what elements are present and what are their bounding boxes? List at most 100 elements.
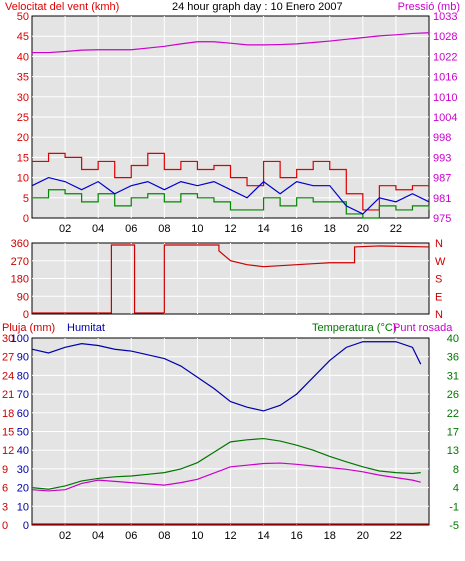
humidity-axis-tick: 20 <box>17 483 29 495</box>
pressure-axis-tick: 1010 <box>433 92 457 104</box>
wind-axis-tick: 40 <box>17 51 29 63</box>
wind-min-line <box>32 189 430 219</box>
humidity-axis-tick: 30 <box>17 464 29 476</box>
pressure-axis-tick: 981 <box>433 193 451 205</box>
humidity-axis-tick: 60 <box>17 408 29 420</box>
temperature-line <box>31 437 421 490</box>
temperature-axis-tick: 26 <box>447 389 459 401</box>
pressure-axis-tick: 987 <box>433 173 451 185</box>
pressure-line <box>32 32 430 54</box>
humidity-label: Humitat <box>67 322 105 334</box>
wind-axis-tick: 30 <box>17 92 29 104</box>
wind-axis-tick: 20 <box>17 132 29 144</box>
pressure-axis-tick: 993 <box>433 152 451 164</box>
rain-axis-tick: 15 <box>2 427 14 439</box>
wind-direction-line <box>32 244 430 314</box>
temperature-axis-tick: 8 <box>453 464 459 476</box>
wind-axis-tick: 10 <box>17 173 29 185</box>
temperature-axis-tick: 40 <box>447 333 459 345</box>
rain-axis-tick: 6 <box>2 483 8 495</box>
humidity-axis-tick: 50 <box>17 427 29 439</box>
hour-tick: 08 <box>158 223 170 235</box>
hour-tick: 12 <box>224 223 236 235</box>
series-layer <box>31 32 430 525</box>
hour-tick: 10 <box>191 223 203 235</box>
rain-label: Pluja (mm) <box>2 322 55 334</box>
tick-labels: 0510152025303540455097598198799399810041… <box>2 11 459 542</box>
compass-axis-tick: S <box>435 274 442 286</box>
pressure-axis-tick: 1004 <box>433 112 457 124</box>
wind-axis-tick: 5 <box>23 193 29 205</box>
hour-tick: 04 <box>92 530 104 542</box>
temperature-axis-tick: 22 <box>447 408 459 420</box>
hour-tick: 08 <box>158 530 170 542</box>
humidity-axis-tick: 90 <box>17 352 29 364</box>
rain-axis-tick: 21 <box>2 389 14 401</box>
wind-speed-label: Velocitat del vent (kmh) <box>5 1 119 13</box>
pressure-axis-tick: 1028 <box>433 31 457 43</box>
temperature-axis-tick: 17 <box>447 427 459 439</box>
humidity-axis-tick: 0 <box>23 520 29 532</box>
humidity-axis-tick: 70 <box>17 389 29 401</box>
hour-tick: 02 <box>59 530 71 542</box>
wind-axis-tick: 15 <box>17 152 29 164</box>
pressure-axis-tick: 998 <box>433 132 451 144</box>
wind-axis-tick: 35 <box>17 72 29 84</box>
humidity-axis-tick: 100 <box>11 333 29 345</box>
temperature-axis-tick: -1 <box>449 501 459 513</box>
pressure-label: Pressió (mb) <box>398 1 460 13</box>
hour-tick: 14 <box>257 223 269 235</box>
hour-tick: 16 <box>291 223 303 235</box>
hour-tick: 06 <box>125 223 137 235</box>
hour-tick: 22 <box>390 530 402 542</box>
rain-axis-tick: 24 <box>2 370 14 382</box>
rain-axis-tick: 12 <box>2 445 14 457</box>
hour-tick: 20 <box>357 223 369 235</box>
compass-axis-tick: E <box>435 291 442 303</box>
hour-tick: 20 <box>357 530 369 542</box>
hour-tick: 04 <box>92 223 104 235</box>
rain-axis-tick: 9 <box>2 464 8 476</box>
direction-axis-tick: 180 <box>11 274 29 286</box>
direction-axis-tick: 90 <box>17 291 29 303</box>
temperature-axis-tick: 36 <box>447 352 459 364</box>
humidity-axis-tick: 10 <box>17 501 29 513</box>
compass-axis-tick: N <box>435 238 443 250</box>
pressure-axis-tick: 1016 <box>433 72 457 84</box>
wind-average-line <box>31 176 430 215</box>
pressure-axis-tick: 1022 <box>433 51 457 63</box>
wind-axis-tick: 0 <box>23 213 29 225</box>
temperature-axis-tick: -5 <box>449 520 459 532</box>
direction-axis-tick: 360 <box>11 238 29 250</box>
hour-tick: 22 <box>390 223 402 235</box>
hour-tick: 06 <box>125 530 137 542</box>
pressure-axis-tick: 1033 <box>433 11 457 23</box>
direction-axis-tick: 0 <box>23 309 29 321</box>
rain-axis-tick: 27 <box>2 352 14 364</box>
hour-tick: 14 <box>257 530 269 542</box>
compass-axis-tick: N <box>435 309 443 321</box>
rain-axis-tick: 0 <box>2 520 8 532</box>
dewpoint-line <box>31 462 421 492</box>
rain-axis-tick: 3 <box>2 501 8 513</box>
wind-axis-tick: 50 <box>17 11 29 23</box>
humidity-line <box>31 341 422 412</box>
wind-axis-tick: 45 <box>17 31 29 43</box>
hour-tick: 12 <box>224 530 236 542</box>
temperature-axis-tick: 4 <box>453 483 459 495</box>
hour-tick: 16 <box>291 530 303 542</box>
dewpoint-label: Punt rosada <box>393 322 453 334</box>
rain-axis-tick: 18 <box>2 408 14 420</box>
hour-tick: 10 <box>191 530 203 542</box>
temperature-axis-tick: 13 <box>447 445 459 457</box>
pressure-axis-tick: 975 <box>433 213 451 225</box>
direction-axis-tick: 270 <box>11 256 29 268</box>
humidity-axis-tick: 80 <box>17 370 29 382</box>
hour-tick: 02 <box>59 223 71 235</box>
temperature-axis-tick: 31 <box>447 370 459 382</box>
rain-axis-tick: 30 <box>2 333 14 345</box>
wind-gust-line <box>32 152 429 211</box>
hour-tick: 18 <box>324 223 336 235</box>
